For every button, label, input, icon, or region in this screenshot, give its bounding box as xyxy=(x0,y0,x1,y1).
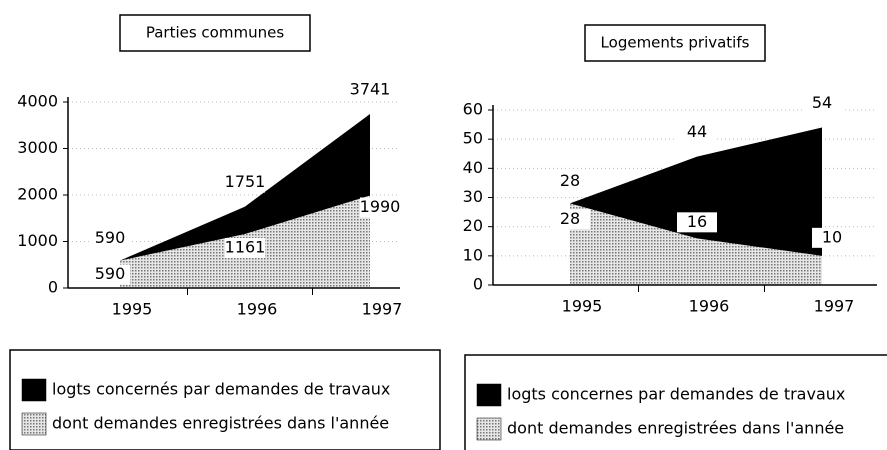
title-box xyxy=(584,24,766,62)
x-tick-label: 1997 xyxy=(814,297,855,316)
value-label: 10 xyxy=(822,227,842,246)
value-label-bg xyxy=(360,197,400,218)
value-label-bg xyxy=(677,212,717,233)
legend-swatch xyxy=(21,378,47,402)
area xyxy=(570,203,822,285)
y-tick-label: 60 xyxy=(463,100,483,119)
y-tick-label: 40 xyxy=(463,158,483,177)
x-tick-label: 1997 xyxy=(362,300,403,319)
y-tick-label: 1000 xyxy=(17,231,58,250)
y-tick-label: 0 xyxy=(473,275,483,294)
value-label: 28 xyxy=(560,209,580,228)
y-tick-label: 3000 xyxy=(17,138,58,157)
y-tick-label: 4000 xyxy=(17,92,58,111)
x-tick-label: 1996 xyxy=(237,300,278,319)
value-label-bg xyxy=(225,238,265,259)
value-label: 28 xyxy=(560,171,580,190)
value-label-bg xyxy=(550,171,590,192)
y-tick-label: 10 xyxy=(463,245,483,264)
legend-label: dont demandes enregistrées dans l'année xyxy=(507,419,844,438)
y-tick-label: 50 xyxy=(463,129,483,148)
value-label-bg xyxy=(350,80,390,101)
y-tick-label: 0 xyxy=(48,278,58,297)
y-tick-label: 20 xyxy=(463,216,483,235)
chart-title: Parties communes xyxy=(146,24,284,42)
value-label-bg xyxy=(225,172,265,193)
legend-box xyxy=(464,354,887,450)
y-tick-label: 2000 xyxy=(17,185,58,204)
y-tick-label: 30 xyxy=(463,187,483,206)
value-label: 590 xyxy=(95,228,126,247)
x-tick-label: 1996 xyxy=(689,297,730,316)
legend-swatch xyxy=(21,412,47,436)
legend-label: logts concernés par demandes de travaux xyxy=(52,380,390,399)
value-label-bg xyxy=(812,227,852,248)
chart-title: Logements privatifs xyxy=(601,34,750,52)
value-label: 3741 xyxy=(350,80,391,99)
legend-swatch xyxy=(476,383,502,407)
legend-label: logts concernes par demandes de travaux xyxy=(507,385,845,404)
value-label-bg xyxy=(90,228,130,249)
value-label: 1161 xyxy=(225,238,266,257)
value-label-bg xyxy=(802,93,842,114)
value-label-bg xyxy=(550,209,590,230)
value-label: 54 xyxy=(812,93,832,112)
legend-box xyxy=(9,349,441,450)
value-label: 590 xyxy=(95,264,126,283)
value-label: 16 xyxy=(687,212,707,231)
value-label: 1751 xyxy=(225,172,266,191)
value-label-bg xyxy=(677,122,717,143)
x-tick-label: 1995 xyxy=(112,300,153,319)
legend-label: dont demandes enregistrées dans l'année xyxy=(52,414,389,433)
value-label: 1990 xyxy=(360,197,401,216)
x-tick-label: 1995 xyxy=(562,297,603,316)
value-label-bg xyxy=(90,264,130,285)
value-label: 44 xyxy=(687,122,707,141)
legend-swatch xyxy=(476,417,502,441)
title-box xyxy=(119,14,311,52)
